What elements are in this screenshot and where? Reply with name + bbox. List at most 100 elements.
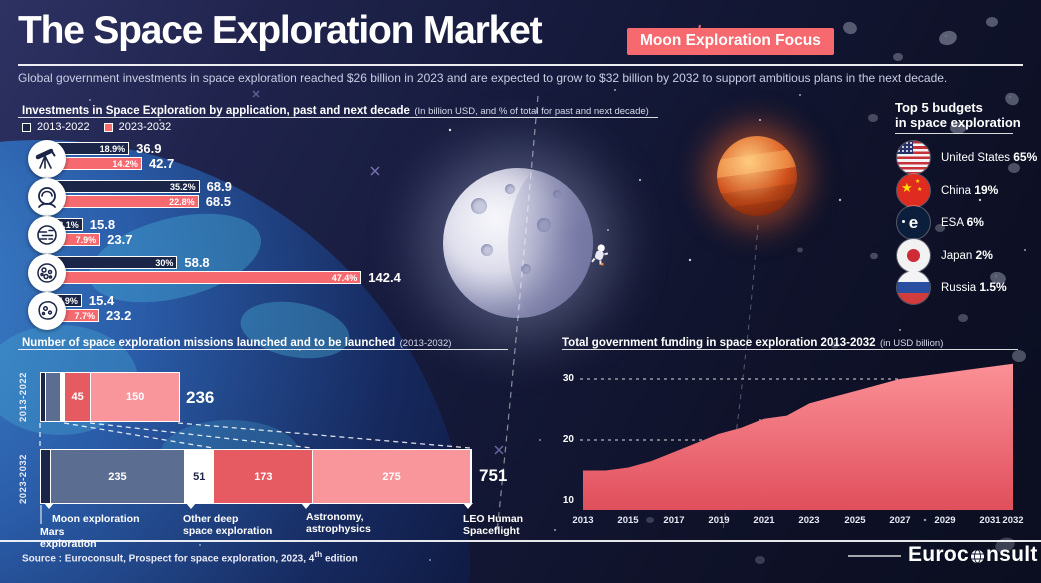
- astronomy-label-line2: astrophysics: [306, 522, 371, 535]
- xtick-2019: 2019: [708, 515, 730, 526]
- leo-label-notch: [463, 503, 473, 509]
- astronaut-icon: [591, 244, 609, 266]
- leo-label-line1: LEO Human: [463, 513, 524, 525]
- china-flag-small-star: ★: [915, 179, 921, 185]
- telescope-icon: [28, 140, 66, 178]
- past-value: 15.8: [89, 217, 116, 232]
- budgets-title-line1: Top 5 budgets: [895, 100, 983, 115]
- other-label-notch: [186, 503, 196, 509]
- china-flag-small-star: ★: [917, 187, 923, 193]
- missions-title-text: Number of space exploration missions lau…: [22, 337, 396, 349]
- segment-mars-exploration: [41, 373, 46, 421]
- segment-astronomy: 173: [214, 450, 314, 503]
- us-flag-icon: [897, 141, 930, 174]
- past-pct: 7.9%: [57, 296, 78, 306]
- legend-label-next: 2023-2032: [118, 121, 172, 133]
- china-flag-star: ★: [901, 180, 913, 195]
- globe-icon: [971, 549, 985, 563]
- budget-item-japan: Japan 2%: [897, 239, 993, 272]
- budget-label: United States 65%: [941, 150, 1037, 164]
- next-value: 23.2: [106, 308, 132, 323]
- budget-share: 2%: [975, 248, 993, 262]
- country-name: United States: [941, 152, 1011, 164]
- moon-shadow: [508, 168, 593, 318]
- xtick-2032: 2032: [1002, 515, 1024, 526]
- budgets-title-rule: [895, 133, 1013, 134]
- xtick-2031: 2031: [979, 515, 1001, 526]
- funding-title-rule: [562, 349, 1018, 350]
- funding-area-chart: [580, 363, 1013, 510]
- missions-total-2013-2022: 236: [186, 388, 215, 407]
- ytick-30: 30: [562, 373, 574, 384]
- past-pct: 35.2%: [170, 182, 196, 192]
- missions-title-note: (2013-2032): [399, 338, 452, 349]
- logo-text-right: nsult: [986, 543, 1038, 566]
- xtick-2023: 2023: [798, 515, 820, 526]
- mars-label-line2: exploration: [40, 537, 97, 550]
- page-subtitle: Global government investments in space e…: [18, 71, 948, 85]
- segment-other-deep-space: 51: [185, 450, 215, 503]
- moon-icon: [28, 254, 66, 292]
- next-value: 142.4: [368, 270, 401, 285]
- next-pct: 22.8%: [169, 197, 195, 207]
- past-value: 58.8: [184, 255, 210, 270]
- budget-item-united-states: United States 65%: [897, 141, 1037, 174]
- segment-value: 173: [254, 470, 273, 483]
- past-value: 15.4: [88, 293, 115, 308]
- japan-flag-sun: [907, 249, 920, 262]
- investments-title-rule: [18, 117, 658, 118]
- segment-value: 235: [108, 470, 127, 483]
- other-label-line1: Other deep: [183, 513, 239, 525]
- agency-name: ESA: [941, 217, 964, 229]
- missions-period-label-top: 2013-2022: [18, 372, 29, 422]
- budget-share: 6%: [966, 215, 984, 229]
- segment-leo-human-spaceflight: 150: [91, 373, 180, 421]
- esa-logo-letter: e: [908, 212, 919, 232]
- astronomy-label-notch: [301, 503, 311, 509]
- budget-item-china: ★ ★ ★ China 19%: [897, 174, 998, 207]
- budget-label: Japan 2%: [941, 248, 993, 262]
- us-flag-canton: [897, 141, 913, 154]
- budget-share: 19%: [974, 183, 999, 197]
- esa-logo-dot: [902, 220, 905, 223]
- funding-area-series: [583, 363, 1013, 510]
- legend-swatch-past: [22, 122, 31, 132]
- budget-label: ESA 6%: [941, 215, 984, 229]
- xtick-2029: 2029: [934, 515, 956, 526]
- footer-divider: [0, 540, 1041, 542]
- astronomy-label-line1: Astronomy,: [306, 511, 364, 523]
- xtick-2025: 2025: [844, 515, 866, 526]
- investments-section-title: Investments in Space Exploration by appl…: [22, 101, 649, 119]
- budget-item-russia: Russia 1.5%: [897, 271, 1007, 304]
- country-name: Russia: [941, 282, 977, 294]
- ytick-20: 20: [562, 434, 574, 445]
- mars-label-line1: Mars: [40, 526, 65, 538]
- moon-focus-badge: Moon Exploration Focus: [627, 28, 834, 55]
- bar-next: 47.4%: [48, 271, 362, 284]
- missions-title-rule: [18, 349, 508, 350]
- segment-mars-exploration: [41, 450, 51, 503]
- bar-past: 35.2%: [48, 180, 200, 193]
- investment-row-moon: 30% 58.8 47.4% 142.4: [28, 254, 678, 292]
- past-pct: 8.1%: [58, 220, 79, 230]
- esa-logo-icon: e: [897, 206, 930, 239]
- budgets-section-title: Top 5 budgets in space exploration: [895, 100, 1021, 130]
- past-value: 68.9: [206, 179, 232, 194]
- investment-row-other-deep-space: 7.9% 15.4 7.7% 23.2: [28, 292, 678, 330]
- ytick-10: 10: [562, 495, 574, 506]
- xtick-2015: 2015: [617, 515, 639, 526]
- euroconsult-logo: Euroc nsult: [908, 543, 1038, 567]
- xtick-2013: 2013: [572, 515, 594, 526]
- missions-section-title: Number of space exploration missions lau…: [22, 333, 451, 351]
- missions-total-2023-2032: 751: [479, 466, 508, 485]
- past-pct: 18.9%: [99, 144, 126, 154]
- moon-illustration: [443, 168, 593, 318]
- segment-moon-exploration: 235: [50, 450, 186, 503]
- header-divider: [18, 64, 1023, 66]
- funding-section-title: Total government funding in space explor…: [562, 333, 943, 351]
- investments-title-text: Investments in Space Exploration by appl…: [22, 105, 410, 117]
- source-note: Source : Euroconsult, Prospect for space…: [22, 549, 358, 564]
- category-label-leo: LEO Human Spaceflight: [463, 513, 524, 537]
- investment-row-leo-human-spaceflight: 35.2% 68.9 22.8% 68.5: [28, 178, 678, 216]
